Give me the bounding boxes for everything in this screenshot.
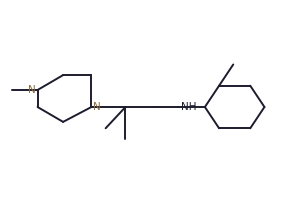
- Text: N: N: [93, 102, 101, 112]
- Text: N: N: [28, 85, 36, 95]
- Text: NH: NH: [181, 102, 196, 111]
